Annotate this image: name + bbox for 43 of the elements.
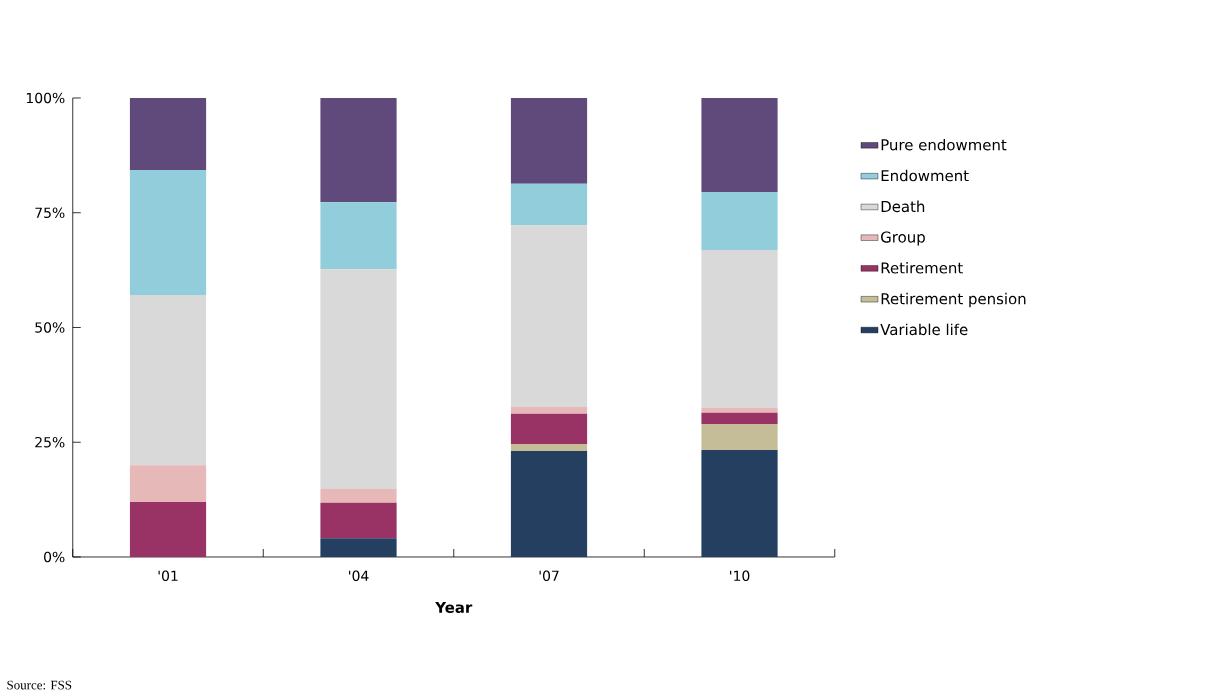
bar — [510, 444, 588, 451]
bar — [129, 170, 207, 295]
bar — [701, 97, 778, 193]
legend-label: Endowment — [881, 169, 969, 182]
x-tick-label: '01 — [158, 570, 178, 582]
bar — [320, 489, 397, 503]
x-tick-label: '10 — [730, 570, 750, 582]
source-note: Source: FSS — [7, 680, 72, 690]
bar — [320, 538, 397, 557]
bar — [701, 192, 778, 250]
x-tick-label: '07 — [539, 570, 559, 582]
legend-label: Variable life — [880, 323, 968, 336]
bar — [129, 97, 207, 171]
bar — [701, 412, 778, 424]
y-tick-label: 75% — [35, 207, 65, 219]
x-tick-label: '04 — [349, 570, 369, 582]
bar — [320, 97, 397, 203]
y-tick-label: 0% — [44, 551, 65, 563]
bar — [701, 407, 778, 413]
legend-label: Retirement — [881, 261, 963, 274]
bar — [320, 269, 397, 490]
bar — [129, 501, 207, 557]
y-tick-label: 100% — [26, 92, 65, 104]
bar — [510, 450, 588, 557]
bar — [510, 406, 588, 414]
bar — [510, 97, 588, 184]
y-tick-label: 50% — [35, 322, 65, 333]
legend-label: Group — [881, 231, 925, 246]
bar — [129, 465, 207, 502]
bar — [701, 423, 778, 451]
bar — [320, 202, 397, 270]
bar — [129, 294, 207, 466]
bar — [320, 502, 397, 539]
bar — [701, 450, 778, 557]
legend-label: Pure endowment — [881, 138, 1007, 151]
x-axis-title: Year — [435, 601, 473, 614]
bar — [510, 183, 588, 226]
bar — [510, 225, 588, 407]
y-tick-label: 25% — [35, 436, 65, 448]
legend-label: Death — [881, 200, 925, 213]
bar — [510, 413, 588, 445]
legend-label: Retirement pension — [881, 292, 1026, 308]
bar — [701, 249, 778, 408]
